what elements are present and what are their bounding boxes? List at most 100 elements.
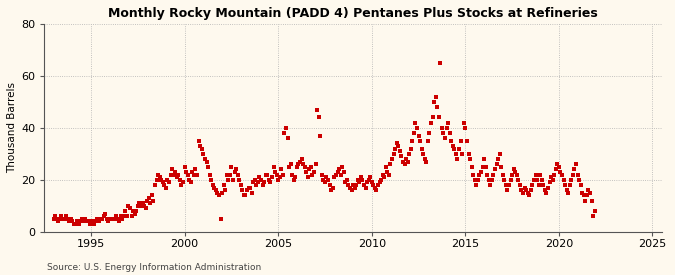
Point [577, 191, 588, 195]
Point [68, 222, 79, 226]
Point [589, 209, 600, 213]
Point [439, 136, 450, 141]
Point [78, 219, 88, 224]
Point [410, 120, 421, 125]
Point [181, 170, 192, 174]
Point [547, 178, 558, 182]
Point [326, 188, 337, 192]
Point [274, 175, 285, 180]
Point [426, 120, 437, 125]
Point [448, 144, 458, 148]
Point [51, 217, 62, 221]
Point [360, 185, 371, 190]
Point [389, 147, 400, 151]
Point [175, 178, 186, 182]
Point [356, 175, 367, 180]
Point [213, 193, 224, 198]
Point [318, 178, 329, 182]
Point [254, 175, 265, 180]
Point [245, 185, 256, 190]
Point [48, 217, 59, 221]
Point [113, 219, 124, 224]
Point [232, 172, 243, 177]
Point [432, 105, 443, 109]
Point [193, 139, 204, 143]
Point [324, 183, 335, 187]
Point [240, 193, 251, 198]
Point [220, 188, 231, 192]
Point [290, 175, 301, 180]
Point [458, 120, 469, 125]
Point [120, 209, 131, 213]
Point [207, 183, 218, 187]
Point [444, 131, 455, 135]
Point [514, 183, 525, 187]
Point [585, 191, 595, 195]
Point [112, 217, 123, 221]
Point [279, 131, 290, 135]
Point [101, 217, 112, 221]
Point [227, 178, 238, 182]
Point [167, 167, 178, 172]
Point [306, 165, 317, 169]
Point [321, 175, 332, 180]
Point [537, 178, 547, 182]
Point [156, 178, 167, 182]
Point [218, 183, 229, 187]
Point [427, 115, 438, 120]
Point [269, 170, 280, 174]
Point [362, 180, 373, 185]
Point [371, 188, 382, 192]
Point [497, 172, 508, 177]
Point [122, 214, 132, 218]
Point [463, 152, 474, 156]
Point [413, 133, 424, 138]
Point [105, 217, 115, 221]
Point [111, 214, 122, 218]
Point [365, 175, 376, 180]
Point [286, 162, 296, 166]
Point [80, 217, 90, 221]
Point [539, 188, 550, 192]
Point [451, 152, 462, 156]
Point [452, 157, 463, 161]
Point [572, 172, 583, 177]
Point [196, 147, 207, 151]
Point [387, 157, 398, 161]
Point [487, 178, 497, 182]
Point [221, 172, 232, 177]
Point [129, 211, 140, 216]
Point [215, 217, 226, 221]
Point [140, 206, 151, 211]
Point [157, 180, 168, 185]
Point [435, 61, 446, 65]
Point [284, 165, 294, 169]
Point [55, 217, 65, 221]
Point [70, 222, 81, 226]
Point [75, 219, 86, 224]
Point [460, 126, 470, 130]
Point [315, 133, 326, 138]
Point [493, 157, 504, 161]
Point [327, 185, 338, 190]
Point [65, 217, 76, 221]
Point [162, 178, 173, 182]
Point [507, 172, 518, 177]
Point [329, 175, 340, 180]
Point [190, 167, 201, 172]
Point [61, 214, 72, 218]
Point [529, 178, 539, 182]
Point [62, 217, 73, 221]
Point [192, 172, 202, 177]
Point [199, 157, 210, 161]
Point [457, 152, 468, 156]
Point [211, 188, 221, 192]
Point [496, 165, 507, 169]
Point [499, 178, 510, 182]
Point [238, 193, 249, 198]
Point [563, 191, 574, 195]
Point [485, 183, 495, 187]
Point [252, 180, 263, 185]
Point [331, 172, 342, 177]
Point [126, 214, 137, 218]
